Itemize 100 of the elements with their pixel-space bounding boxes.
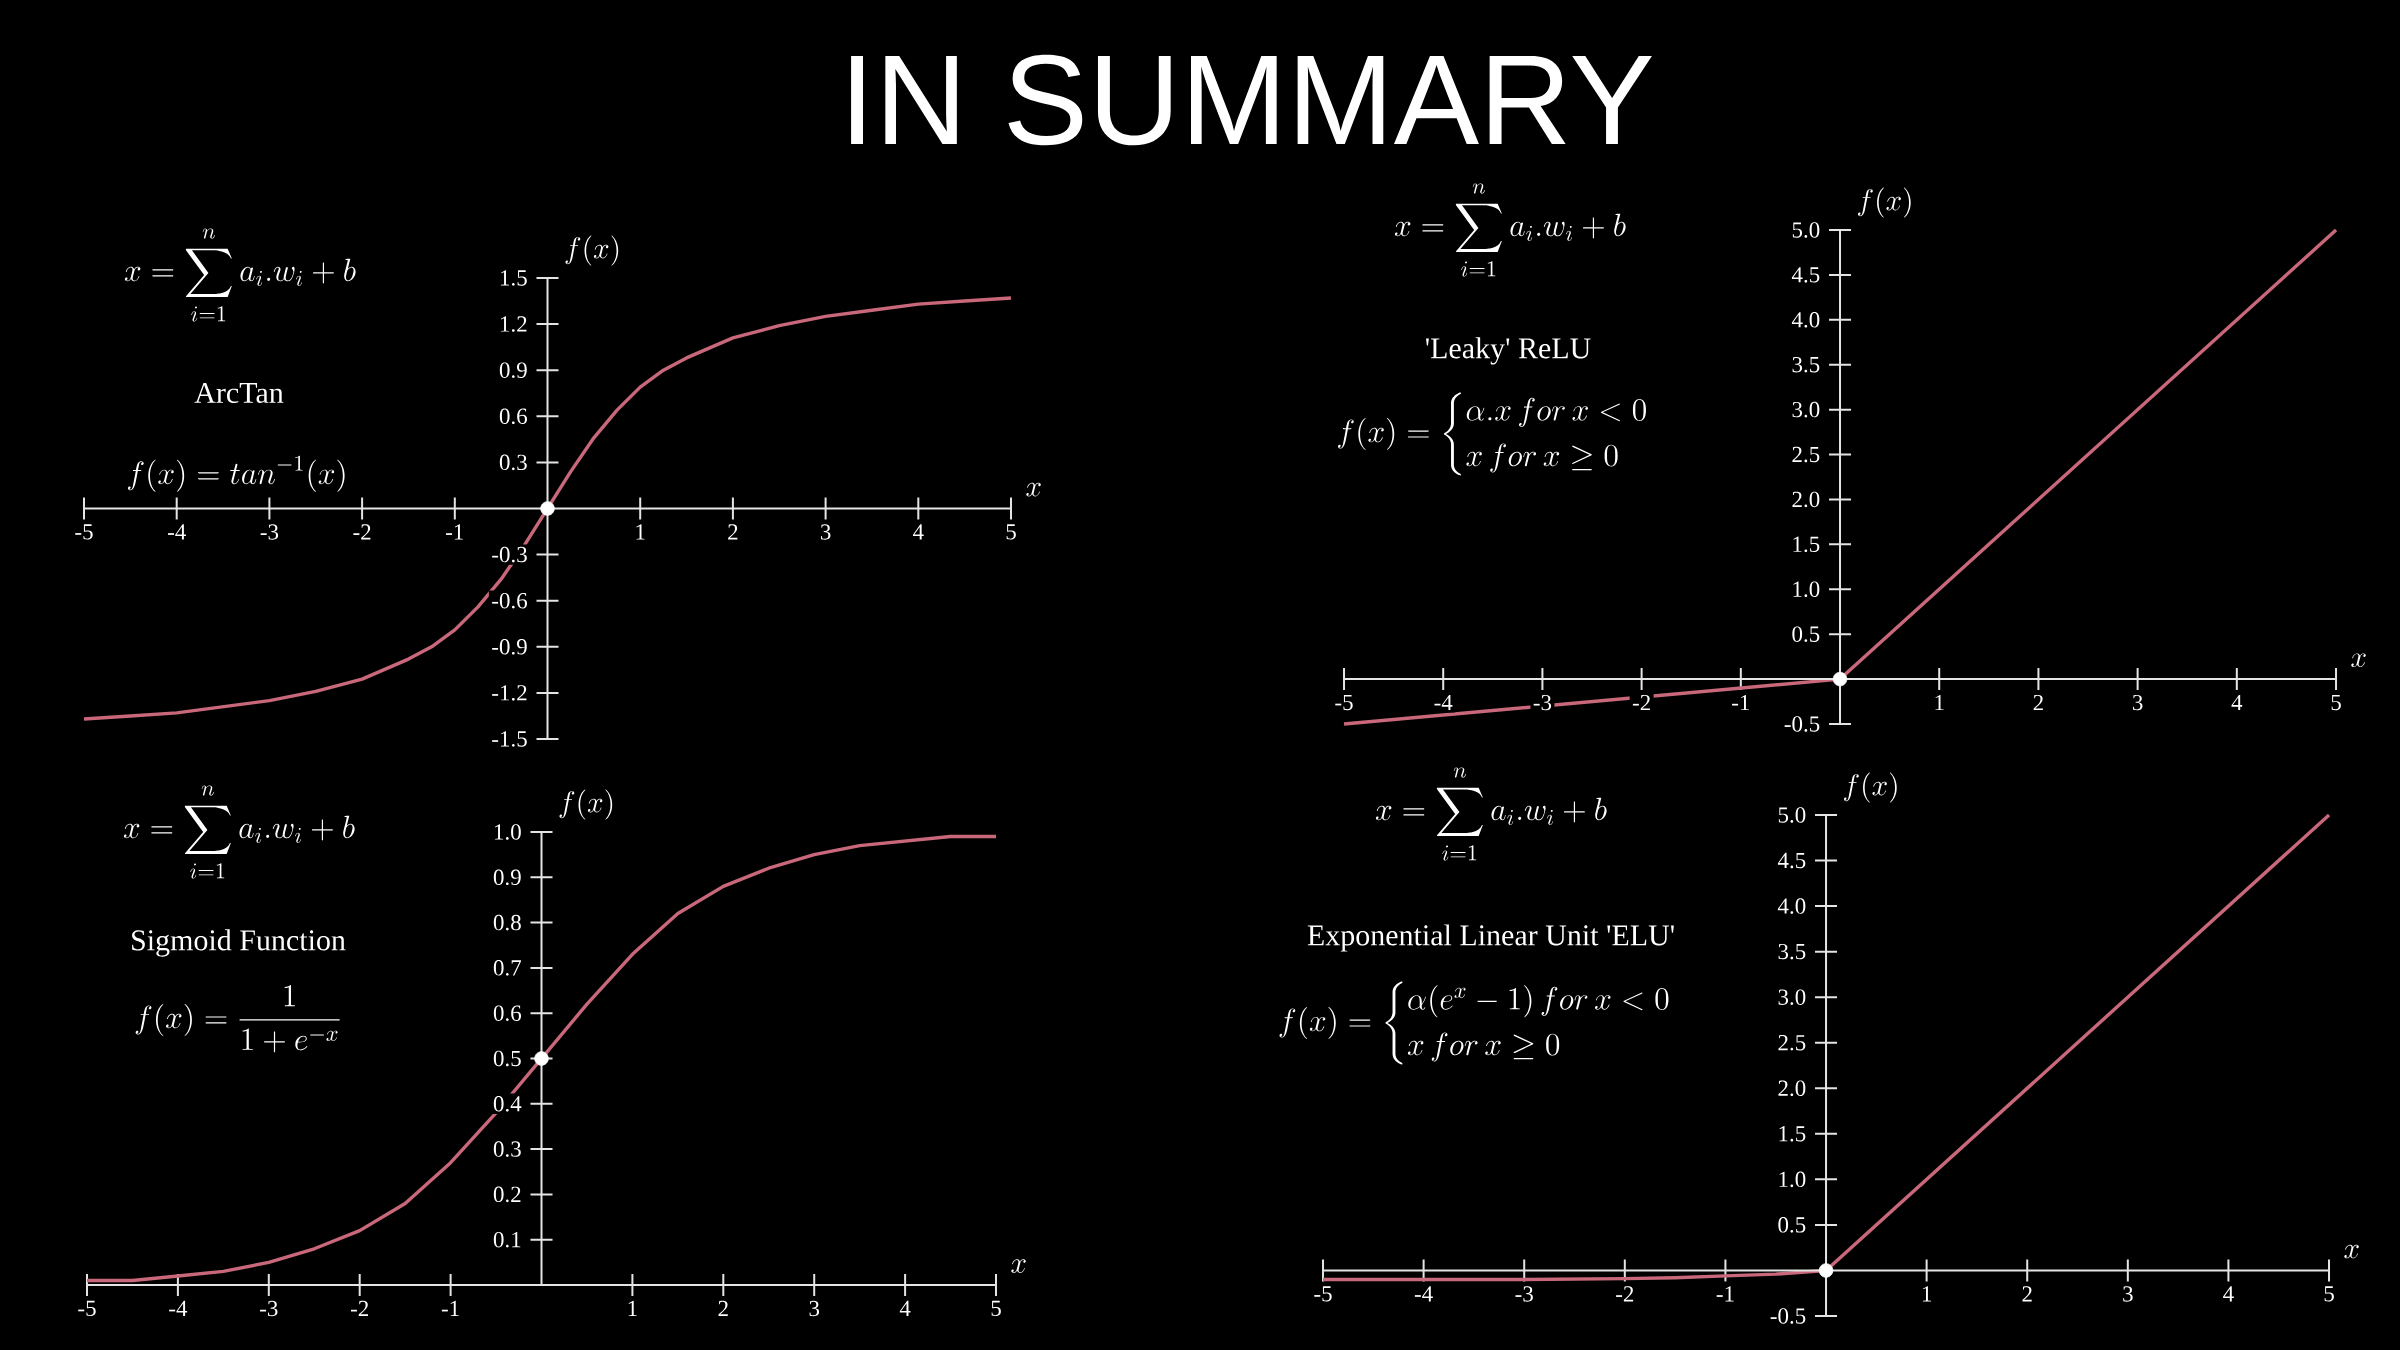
y-tick-label: 0.5 [1792,626,1820,642]
y-tick-label: 0.3 [493,1141,521,1157]
annotation: $f(x) = tan^{-1}(x)$ [127,455,345,492]
x-tick-label: -4 [169,1300,188,1316]
y-tick-label: 2.0 [1778,1080,1806,1097]
x-tick-label: 3 [2123,1286,2133,1302]
x-tick-label: -4 [1434,694,1453,711]
y-tick-label: 2.0 [1792,491,1820,508]
y-tick-label: 1.0 [1793,581,1820,598]
y-tick-label: -1.2 [492,685,527,701]
x-axis-title: $x$ [1026,482,1041,497]
x-tick-label: -1 [1732,694,1749,711]
x-tick-label: -2 [1632,694,1650,711]
x-tick-label: -2 [1616,1286,1634,1302]
y-tick-label: 0.9 [499,362,527,378]
y-tick-label: 0.9 [493,869,521,886]
y-tick-label: -1.5 [492,731,527,747]
annotation: $x = \sum_{i=1}^{n} a_i.w_i + b$ [123,785,355,879]
annotation: $x = \sum_{i=1}^{n} a_i.w_i + b$ [124,228,356,322]
y-tick-label: 3.5 [1792,356,1820,373]
x-tick-label: 1 [628,1300,637,1316]
y-tick-label: 3.5 [1778,943,1806,960]
y-tick-label: 0.5 [1778,1217,1806,1233]
y-tick-label: 2.5 [1792,446,1820,463]
y-tick-label: 0.2 [493,1186,521,1203]
annotation: $f(x) = \frac{1}{1 + e^{-x}}$ [135,985,340,1053]
x-axis-title: $x$ [2351,653,2366,668]
text: ArcTan [194,382,284,404]
y-tick-label: 0.1 [493,1231,521,1248]
x-tick-label: 2 [728,524,738,540]
x-axis-title: $x$ [2344,1244,2359,1259]
y-tick-label: -0.9 [492,639,527,655]
x-tick-label: -1 [441,1300,459,1316]
x-tick-label: -4 [1414,1286,1433,1302]
x-tick-label: 2 [2022,1286,2032,1302]
y-tick-label: 1.2 [500,316,527,332]
text: Sigmoid Function [132,929,346,957]
annotation: $f(x) =\begin{cases}\alpha.x\,for\,x < 0\\ x\,for\,x \geq 0\end{cases}$ [1337,392,1646,476]
y-tick-label: -0.6 [492,592,528,609]
y-axis-title: $f(x)$ [559,789,613,820]
x-tick-label: -2 [350,1300,369,1317]
x-tick-label: 4 [2231,694,2243,711]
y-tick-label: 0.7 [493,960,522,976]
y-tick-label: 5.0 [1778,807,1806,823]
y-tick-label: -0.3 [492,546,527,563]
x-tick-label: -1 [1716,1286,1734,1302]
y-tick-label: 4.5 [1791,267,1820,283]
y-tick-label: 0.6 [499,408,528,425]
text: IN SUMMARY [851,54,1652,146]
y-tick-label: 3.0 [1792,401,1820,418]
y-tick-label: 0.4 [493,1096,522,1112]
x-tick-label: 5 [991,1300,1001,1317]
annotation: $x = \sum_{i=1}^{n} a_i.w_i + b$ [1394,183,1626,277]
x-tick-label: 4 [899,1300,911,1316]
y-axis-title: $f(x)$ [1857,187,1911,218]
y-tick-label: 1.5 [500,270,527,286]
y-tick-label: 0.8 [493,914,521,931]
text: 'Leaky' ReLU [1425,337,1591,365]
x-tick-label: -2 [353,524,371,540]
x-axis-title: $x$ [1011,1259,1026,1273]
x-tick-label: 3 [809,1300,820,1317]
x-tick-label: 1 [1922,1286,1931,1302]
y-tick-label: -0.5 [1770,1308,1806,1324]
x-tick-label: -3 [1515,1286,1533,1302]
y-axis-title: $f(x)$ [565,235,619,266]
y-tick-label: 0.3 [499,454,527,471]
y-tick-label: 2.5 [1778,1034,1806,1051]
y-tick-label: 1.5 [1793,536,1820,553]
y-axis-title: $f(x)$ [1843,772,1897,803]
annotation: $x = \sum_{i=1}^{n} a_i.w_i + b$ [1375,767,1607,861]
y-tick-label: 5.0 [1792,222,1820,238]
y-tick-label: 0.6 [493,1005,522,1021]
y-tick-label: 4.5 [1777,852,1806,869]
x-tick-label: -4 [167,524,186,540]
y-tick-label: 1.0 [494,824,521,840]
x-tick-label: 3 [820,524,831,540]
x-tick-label: -5 [1314,1286,1332,1302]
x-tick-label: 2 [2033,694,2043,711]
x-tick-label: -5 [75,524,93,540]
x-tick-label: -3 [260,524,279,540]
x-tick-label: 3 [2132,694,2143,711]
x-tick-label: 4 [913,524,924,540]
x-tick-label: -3 [260,1300,278,1317]
x-tick-label: -1 [446,524,463,540]
annotation: $f(x) =\begin{cases}\alpha(e^{x} - 1)\,for\,x < 0\\ x\,for\,x \geq 0\end{cases}$ [1279,981,1669,1065]
x-tick-label: 5 [1006,524,1016,540]
y-tick-label: 3.0 [1778,989,1806,1005]
x-tick-label: 5 [2324,1286,2334,1302]
y-tick-label: 4.0 [1777,898,1806,914]
x-tick-label: 2 [718,1300,728,1317]
x-tick-label: -5 [1335,694,1353,711]
y-tick-label: 0.5 [493,1050,521,1067]
x-tick-label: 4 [2223,1286,2234,1302]
x-tick-label: 5 [2331,694,2341,711]
y-tick-label: -0.5 [1784,716,1820,732]
x-tick-label: -3 [1533,694,1552,711]
x-tick-label: 1 [636,524,645,540]
y-tick-label: 4.0 [1791,312,1820,328]
text: Exponential Linear Unit 'ELU' [1307,924,1674,952]
y-tick-label: 1.5 [1779,1126,1806,1142]
